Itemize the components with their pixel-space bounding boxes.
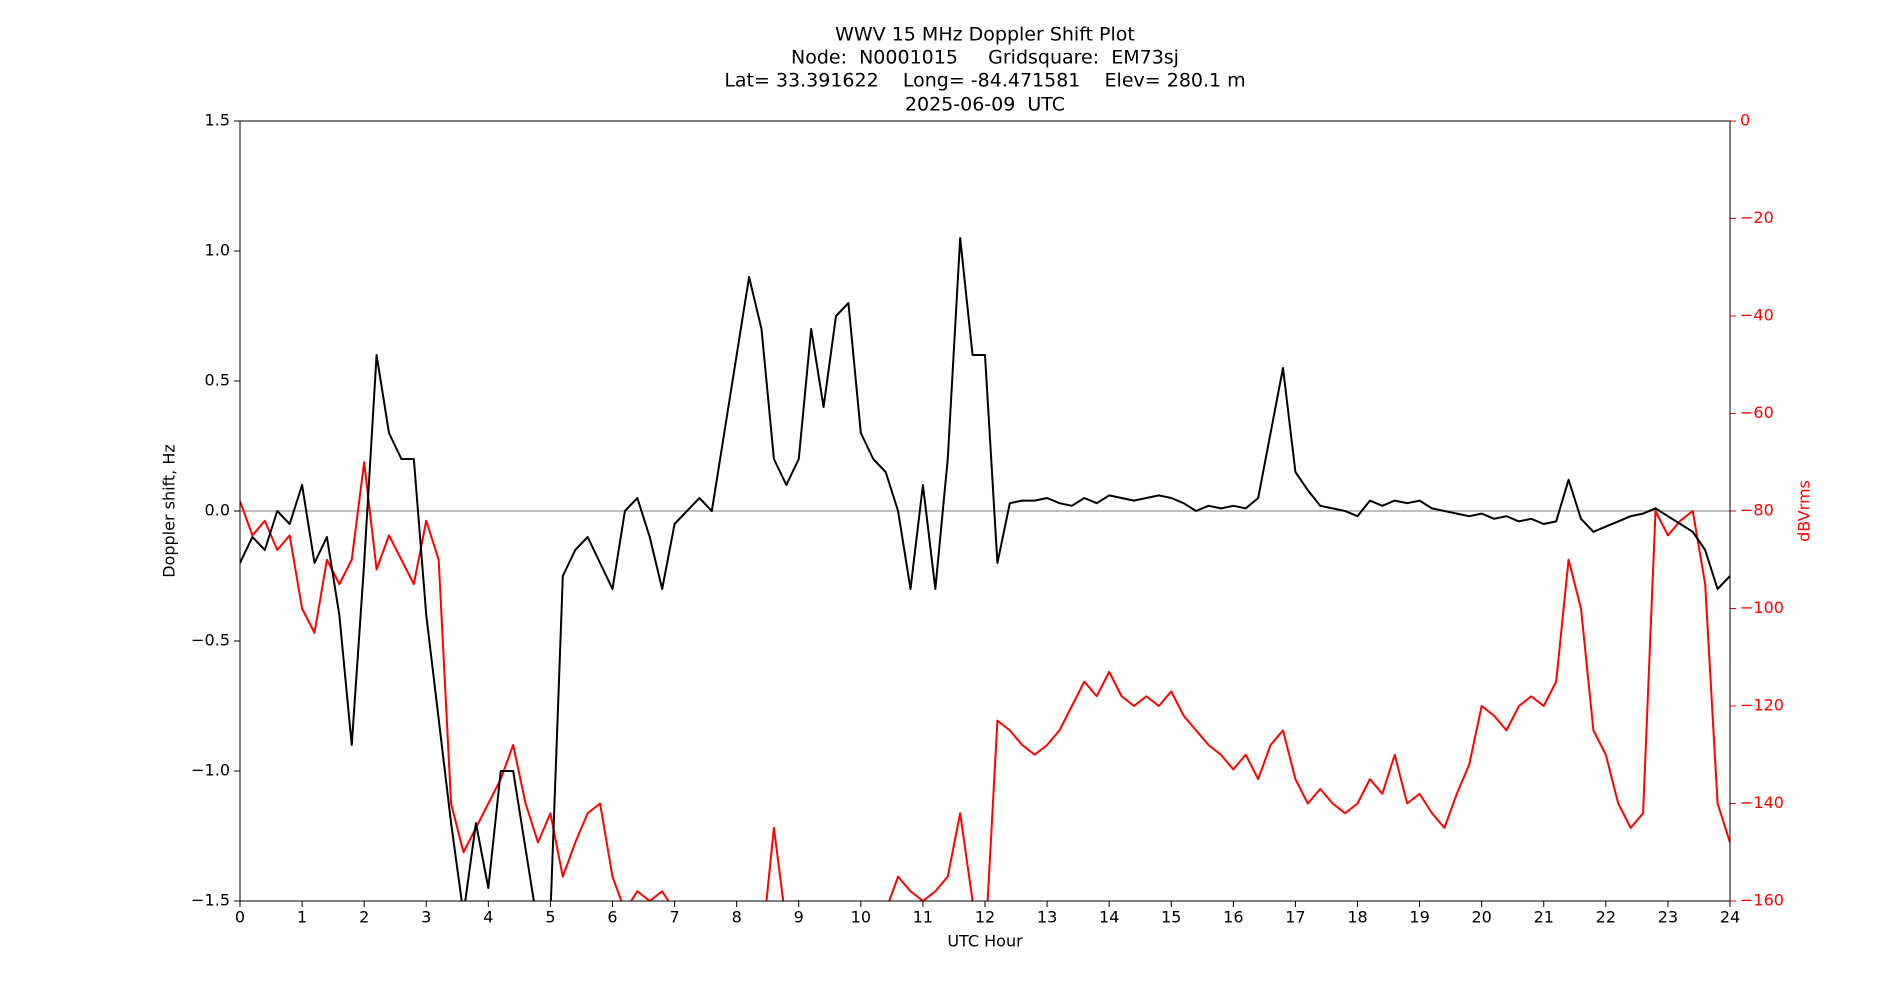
series-line (240, 461, 1730, 901)
x-tick-label: 16 (1223, 908, 1243, 927)
x-tick-label: 19 (1409, 908, 1429, 927)
x-tick-label: 1 (297, 908, 307, 927)
x-tick-label: 3 (421, 908, 431, 927)
y2-axis-label: dBVrms (1795, 480, 1814, 542)
chart-title: Lat= 33.391622 Long= -84.471581 Elev= 28… (724, 70, 1245, 92)
chart-title: WWV 15 MHz Doppler Shift Plot (835, 24, 1135, 46)
chart-title: Node: N0001015 Gridsquare: EM73sj (791, 47, 1179, 69)
x-tick-label: 7 (669, 908, 679, 927)
y-tick-label: −0.5 (191, 631, 230, 650)
x-tick-label: 6 (607, 908, 617, 927)
x-tick-label: 15 (1161, 908, 1181, 927)
x-tick-label: 22 (1596, 908, 1616, 927)
y2-tick-label: −120 (1740, 696, 1784, 715)
x-tick-label: 0 (235, 908, 245, 927)
y2-tick-label: −60 (1740, 403, 1774, 422)
x-tick-label: 20 (1471, 908, 1491, 927)
x-tick-label: 24 (1720, 908, 1740, 927)
y-tick-label: −1.5 (191, 891, 230, 910)
x-tick-label: 21 (1534, 908, 1554, 927)
x-axis-label: UTC Hour (947, 932, 1023, 951)
x-tick-label: 9 (794, 908, 804, 927)
x-tick-label: 8 (732, 908, 742, 927)
chart-title: 2025-06-09 UTC (905, 94, 1065, 116)
y2-tick-label: −40 (1740, 306, 1774, 325)
y2-tick-label: −80 (1740, 501, 1774, 520)
y-tick-label: −1.0 (191, 761, 230, 780)
x-tick-label: 18 (1347, 908, 1367, 927)
x-tick-label: 2 (359, 908, 369, 927)
x-tick-label: 23 (1658, 908, 1678, 927)
y2-tick-label: 0 (1740, 111, 1750, 130)
x-tick-label: 11 (913, 908, 933, 927)
y2-tick-label: −100 (1740, 598, 1784, 617)
x-tick-label: 17 (1285, 908, 1305, 927)
x-tick-label: 4 (483, 908, 493, 927)
y2-tick-label: −160 (1740, 891, 1784, 910)
y-tick-label: 0.0 (205, 501, 230, 520)
y-tick-label: 1.0 (205, 241, 230, 260)
y-axis-label: Doppler shift, Hz (160, 444, 179, 578)
x-tick-label: 10 (851, 908, 871, 927)
x-tick-label: 13 (1037, 908, 1057, 927)
x-tick-label: 14 (1099, 908, 1119, 927)
series-line (240, 237, 1730, 901)
x-tick-label: 12 (975, 908, 995, 927)
x-tick-label: 5 (545, 908, 555, 927)
plot-frame (239, 120, 1731, 902)
y2-tick-label: −20 (1740, 208, 1774, 227)
y-tick-label: 1.5 (205, 111, 230, 130)
y2-tick-label: −140 (1740, 793, 1784, 812)
y-tick-label: 0.5 (205, 371, 230, 390)
